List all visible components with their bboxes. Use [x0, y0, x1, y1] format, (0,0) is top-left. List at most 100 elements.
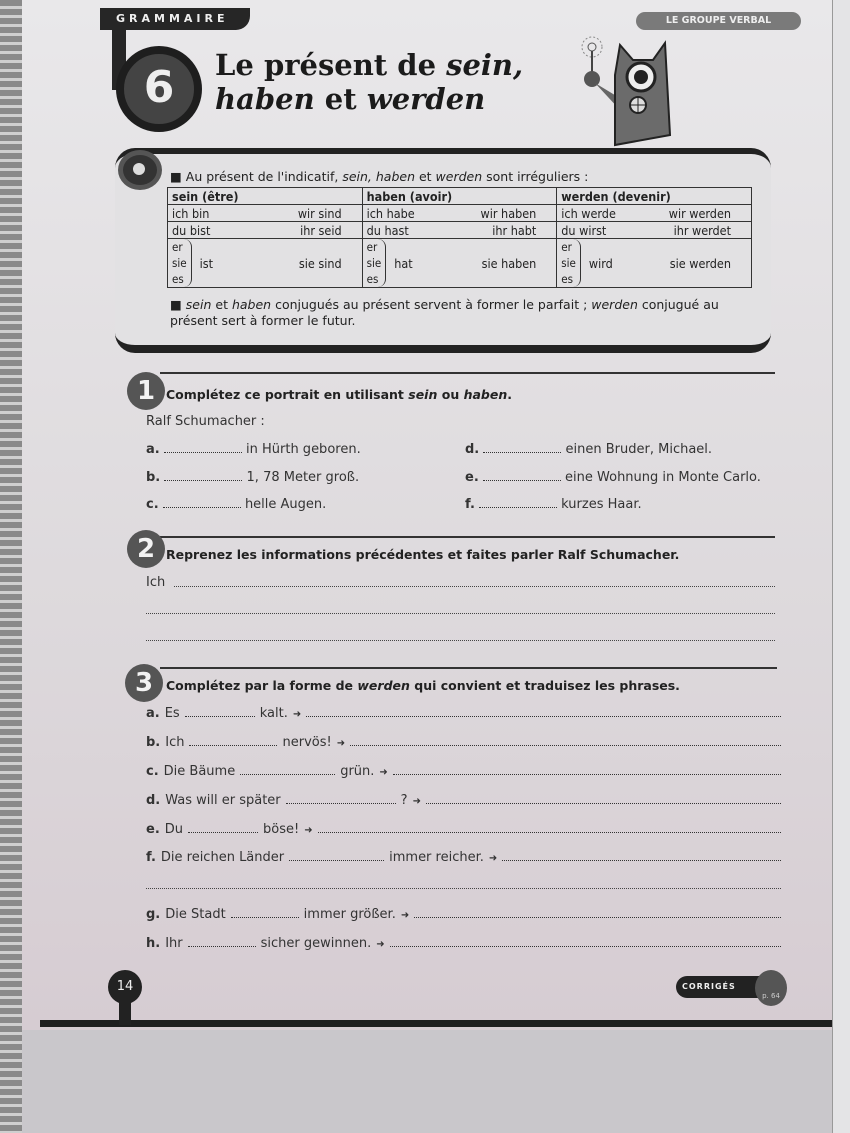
- item-text: helle Augen.: [244, 497, 327, 512]
- exercise-item: f. kurzes Haar.: [465, 497, 642, 512]
- table-cell: ich werde wir werden: [556, 204, 752, 222]
- binder-edge: [0, 0, 22, 1133]
- answer-start: Ich: [146, 575, 166, 590]
- arrow-icon: ➜: [400, 910, 410, 921]
- table-cell: du hast ihr habt: [361, 221, 558, 239]
- item-letter: c.: [146, 764, 159, 779]
- blank-field[interactable]: [289, 851, 385, 861]
- item-letter: a.: [146, 706, 160, 721]
- item-text: böse!: [263, 822, 300, 837]
- blank-field[interactable]: [184, 707, 255, 717]
- item-text: einen Bruder, Michael.: [565, 442, 713, 457]
- item-text: sicher gewinnen.: [260, 936, 372, 951]
- item-letter: g.: [146, 907, 161, 922]
- item-letter: b.: [146, 735, 161, 750]
- blank-field[interactable]: [189, 736, 278, 746]
- exercise-item: e. Du böse! ➜: [146, 822, 781, 837]
- blank-field[interactable]: [240, 765, 336, 775]
- table-cell: er sie es wird sie werden: [556, 238, 752, 288]
- blank-field[interactable]: [285, 794, 396, 804]
- table-row: du bist ihr seid du hast ihr habt du wirst…: [167, 221, 752, 239]
- translation-field[interactable]: [392, 765, 781, 775]
- exercise-number: 1: [127, 372, 165, 410]
- blank-field[interactable]: [188, 823, 259, 833]
- arrow-icon: ➜: [412, 796, 421, 807]
- item-letter: a.: [146, 442, 160, 457]
- background-surface: [22, 1030, 832, 1133]
- mascot-illustration: [581, 36, 672, 147]
- exercise-item: d. Was will er später? ➜: [146, 793, 781, 808]
- exercise-item: b. Ich nervös! ➜: [146, 735, 781, 750]
- exercise-instruction: Reprenez les informations précédentes et…: [166, 547, 680, 562]
- blank-field[interactable]: [162, 498, 241, 508]
- item-text: kalt.: [259, 706, 288, 721]
- footer-rule: [40, 1020, 832, 1027]
- table-cell: du bist ihr seid: [167, 221, 363, 239]
- item-letter: d.: [146, 793, 161, 808]
- item-text: ?: [400, 793, 408, 808]
- item-letter: c.: [146, 497, 159, 512]
- table-cell: er sie es ist sie sind: [167, 238, 363, 288]
- table-row: er sie es ist sie sind er sie es hat sie haben e…: [167, 238, 752, 288]
- table-header: haben (avoir): [361, 187, 558, 205]
- item-text: Ihr: [165, 936, 183, 951]
- blank-field[interactable]: [187, 937, 256, 947]
- exercise-item: a. in Hürth geboren.: [146, 442, 361, 457]
- rule-note: ■ sein et haben conjugués au présent ser…: [170, 297, 719, 328]
- corriges-link[interactable]: CORRIGÉS: [676, 976, 766, 998]
- table-header-row: sein (être) haben (avoir) werden (deveni…: [167, 187, 752, 205]
- eye-icon: [118, 150, 162, 190]
- answer-line[interactable]: [146, 613, 775, 614]
- blank-field[interactable]: [164, 471, 243, 481]
- item-letter: f.: [146, 850, 156, 865]
- exercise-number: 2: [127, 530, 165, 568]
- divider: [160, 536, 775, 538]
- translation-field[interactable]: [425, 794, 781, 804]
- item-text: immer reicher.: [389, 850, 484, 865]
- exercise-item: d. einen Bruder, Michael.: [465, 442, 712, 457]
- corriges-page[interactable]: p. 64: [755, 970, 787, 1006]
- table-cell: ich habe wir haben: [361, 204, 558, 222]
- divider: [160, 667, 777, 669]
- exercise-item: h. Ihr sicher gewinnen. ➜: [146, 936, 781, 951]
- translation-field[interactable]: [502, 851, 781, 861]
- blank-field[interactable]: [483, 443, 562, 453]
- exercise-item: e. eine Wohnung in Monte Carlo.: [465, 470, 761, 485]
- answer-line[interactable]: [146, 640, 775, 641]
- item-letter: e.: [465, 470, 479, 485]
- exercise-instruction: Complétez par la forme de werden qui con…: [166, 678, 680, 693]
- translation-field[interactable]: [389, 937, 781, 947]
- category-badge: LE GROUPE VERBAL: [636, 12, 801, 30]
- item-letter: d.: [465, 442, 480, 457]
- item-text: Was will er später: [165, 793, 281, 808]
- blank-field[interactable]: [482, 471, 561, 481]
- item-text: kurzes Haar.: [561, 497, 642, 512]
- item-text: nervös!: [282, 735, 332, 750]
- section-tab: GRAMMAIRE: [100, 8, 250, 30]
- blank-field[interactable]: [479, 498, 558, 508]
- item-letter: h.: [146, 936, 161, 951]
- page-margin: [832, 0, 850, 1133]
- item-text: Ich: [165, 735, 185, 750]
- blank-field[interactable]: [163, 443, 242, 453]
- conjugation-table: sein (être) haben (avoir) werden (deveni…: [167, 187, 752, 288]
- answer-line[interactable]: [146, 888, 781, 889]
- exercise-item: g. Die Stadt immer größer. ➜: [146, 907, 781, 922]
- answer-line[interactable]: [174, 586, 775, 587]
- item-text: Die reichen Länder: [160, 850, 285, 865]
- exercise-subject: Ralf Schumacher :: [146, 414, 265, 429]
- table-cell: er sie es hat sie haben: [361, 238, 558, 288]
- chapter-number: 6: [116, 46, 202, 132]
- translation-field[interactable]: [306, 707, 781, 717]
- translation-field[interactable]: [350, 736, 781, 746]
- item-letter: f.: [465, 497, 475, 512]
- exercise-item: a. Es kalt. ➜: [146, 706, 781, 721]
- blank-field[interactable]: [230, 908, 299, 918]
- translation-field[interactable]: [317, 823, 781, 833]
- exercise-item: c. Die Bäume grün. ➜: [146, 764, 781, 779]
- translation-field[interactable]: [414, 908, 781, 918]
- page-title: Le présent de sein, haben et werden: [215, 48, 524, 116]
- item-text: 1, 78 Meter groß.: [246, 470, 360, 485]
- exercise-item: b. 1, 78 Meter groß.: [146, 470, 359, 485]
- item-letter: b.: [146, 470, 161, 485]
